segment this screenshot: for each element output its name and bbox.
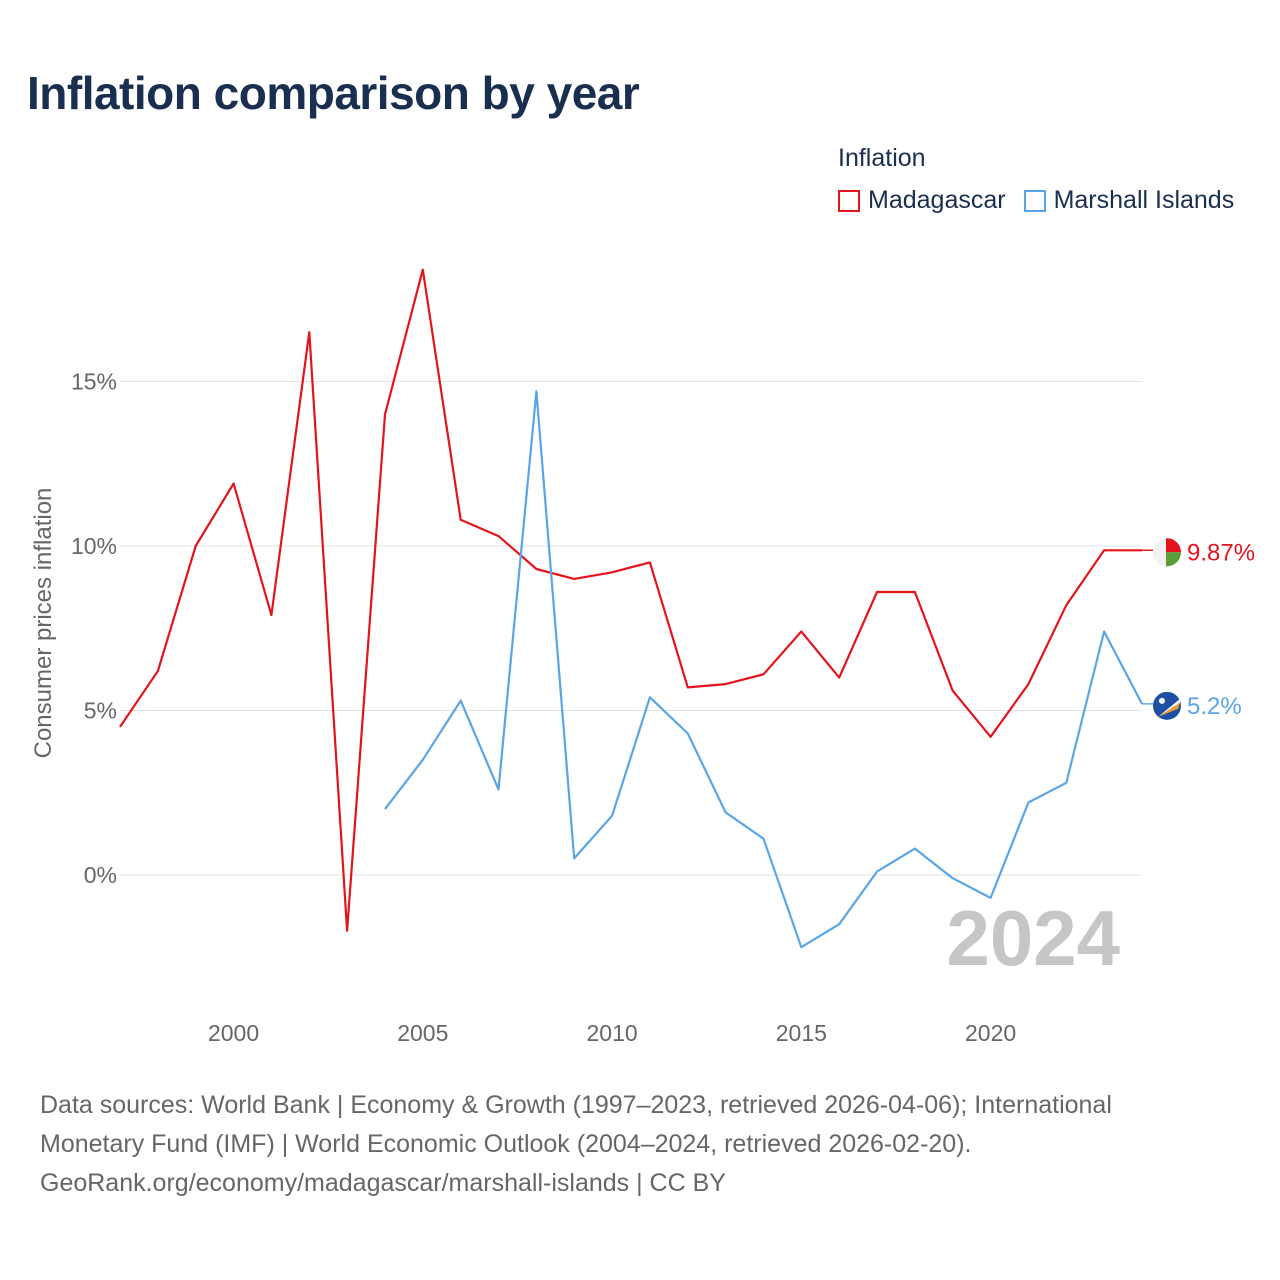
data-point-madagascar bbox=[1099, 545, 1109, 555]
legend-label-madagascar: Madagascar bbox=[868, 186, 1006, 214]
flag-red-band bbox=[1166, 538, 1181, 553]
flag-orange-stripe bbox=[1158, 702, 1180, 717]
flag-icon-marshall-islands bbox=[1153, 691, 1181, 720]
flag-star bbox=[1159, 697, 1165, 704]
y-axis-label: Consumer prices inflation bbox=[30, 488, 57, 759]
data-point-marshall-islands bbox=[494, 784, 504, 794]
chart-title: Inflation comparison by year bbox=[27, 67, 640, 119]
data-point-marshall-islands bbox=[531, 386, 541, 396]
data-point-marshall-islands bbox=[569, 853, 579, 863]
end-value-label-marshall-islands: 5.2% bbox=[1187, 693, 1242, 720]
data-point-marshall-islands bbox=[456, 696, 466, 706]
x-tick-label: 2020 bbox=[965, 1020, 1016, 1046]
data-point-marshall-islands bbox=[721, 807, 731, 817]
data-point-madagascar bbox=[758, 669, 768, 679]
data-point-marshall-islands bbox=[758, 834, 768, 844]
data-point-madagascar bbox=[986, 732, 996, 742]
legend-item-marshall-islands[interactable]: Marshall Islands bbox=[1023, 186, 1235, 215]
end-value-label-madagascar: 9.87% bbox=[1187, 539, 1255, 566]
data-point-madagascar bbox=[721, 679, 731, 689]
data-point-madagascar bbox=[1061, 600, 1071, 610]
legend-swatch-marshall-islands bbox=[1023, 189, 1046, 212]
data-point-marshall-islands bbox=[986, 893, 996, 903]
data-point-madagascar bbox=[683, 682, 693, 692]
end-markers: 9.87% 5.2% bbox=[1142, 538, 1255, 720]
x-tick-label: 2000 bbox=[208, 1020, 259, 1046]
data-point-madagascar bbox=[948, 686, 958, 696]
flag-white-stripe bbox=[1158, 698, 1180, 717]
data-point-marshall-islands bbox=[683, 728, 693, 738]
data-point-madagascar bbox=[191, 541, 201, 551]
data-point-madagascar bbox=[266, 610, 276, 620]
data-point-marshall-islands bbox=[796, 942, 806, 952]
series-lines bbox=[115, 265, 1143, 952]
data-point-marshall-islands bbox=[872, 867, 882, 877]
data-point-marshall-islands bbox=[910, 844, 920, 854]
x-tick-label: 2010 bbox=[586, 1020, 637, 1046]
data-point-madagascar bbox=[569, 574, 579, 584]
data-point-madagascar bbox=[872, 587, 882, 597]
x-tick-label: 2015 bbox=[776, 1020, 827, 1046]
data-point-madagascar bbox=[115, 722, 125, 732]
flag-icon-madagascar bbox=[1153, 538, 1181, 567]
data-point-marshall-islands bbox=[607, 811, 617, 821]
flag-green-band bbox=[1166, 552, 1181, 567]
data-point-madagascar bbox=[910, 587, 920, 597]
data-point-marshall-islands bbox=[948, 873, 958, 883]
data-point-marshall-islands bbox=[1023, 798, 1033, 808]
data-point-marshall-islands bbox=[834, 919, 844, 929]
x-axis-ticks: 2000 2005 2010 2015 2020 bbox=[208, 1020, 1016, 1046]
legend: Madagascar Marshall Islands bbox=[838, 186, 1234, 215]
data-point-marshall-islands bbox=[418, 755, 428, 765]
data-point-madagascar bbox=[494, 531, 504, 541]
series-line-marshall-islands bbox=[384, 390, 1143, 949]
line-chart: 0% 5% 10% 15% 2000 2005 2010 2015 2020 Consumer… bbox=[30, 265, 1255, 1046]
data-point-madagascar bbox=[153, 666, 163, 676]
x-tick-label: 2005 bbox=[397, 1020, 448, 1046]
legend-item-madagascar[interactable]: Madagascar bbox=[838, 186, 1006, 215]
footer: Data sources: World Bank | Economy & Gro… bbox=[40, 1086, 1220, 1203]
data-point-marshall-islands bbox=[380, 804, 390, 814]
data-point-madagascar bbox=[607, 567, 617, 577]
data-point-madagascar bbox=[834, 673, 844, 683]
data-point-madagascar bbox=[796, 627, 806, 637]
data-point-madagascar bbox=[380, 409, 390, 419]
series-line-madagascar bbox=[119, 268, 1142, 932]
y-tick-label: 10% bbox=[71, 533, 117, 559]
data-point-madagascar bbox=[645, 557, 655, 567]
legend-title: Inflation bbox=[838, 144, 926, 172]
data-point-madagascar bbox=[229, 479, 239, 489]
data-point-madagascar bbox=[304, 327, 314, 337]
data-point-madagascar bbox=[418, 265, 428, 275]
y-tick-label: 5% bbox=[84, 697, 117, 723]
legend-swatch-madagascar bbox=[838, 189, 860, 212]
data-point-marshall-islands bbox=[1099, 627, 1109, 637]
y-axis-ticks: 0% 5% 10% 15% bbox=[71, 369, 117, 888]
data-sources-text: Data sources: World Bank | Economy & Gro… bbox=[40, 1091, 1112, 1158]
source-link[interactable]: GeoRank.org/economy/madagascar/marshall-… bbox=[40, 1169, 726, 1197]
data-point-marshall-islands bbox=[1061, 778, 1071, 788]
data-point-madagascar bbox=[531, 564, 541, 574]
data-point-madagascar bbox=[1023, 679, 1033, 689]
data-point-madagascar bbox=[456, 515, 466, 525]
y-tick-label: 0% bbox=[84, 862, 117, 888]
data-point-madagascar bbox=[342, 926, 352, 936]
data-point-marshall-islands bbox=[645, 692, 655, 702]
y-tick-label: 15% bbox=[71, 369, 117, 395]
legend-label-marshall-islands: Marshall Islands bbox=[1053, 186, 1235, 214]
grid-lines bbox=[120, 381, 1142, 876]
year-watermark: 2024 bbox=[946, 894, 1120, 982]
